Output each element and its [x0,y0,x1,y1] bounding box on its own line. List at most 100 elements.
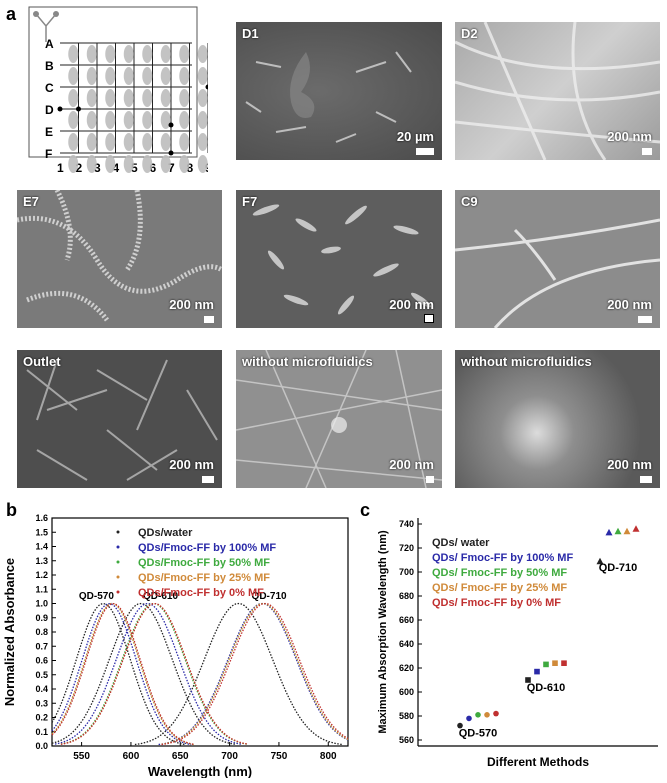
data-point [475,712,481,718]
sem-label: Outlet [23,354,61,369]
legend-label: QDs/Fmoc-FF by 25% MF [138,572,270,584]
serpentine-channel [86,155,97,173]
serpentine-channel [68,133,79,151]
data-point [632,525,640,532]
serpentine-channel [160,67,171,85]
spectrum-curve [51,602,195,746]
spectrum-curve [161,602,349,745]
spectrum-curve [161,602,349,745]
sem-texture [26,359,218,481]
series-curves [51,602,349,746]
data-point [614,527,622,535]
scale-bar [204,316,214,323]
serpentine-channel [142,155,153,173]
x-tick-label: 700 [221,751,238,762]
spectrum-curve [54,602,242,745]
y-axis-label: Maximum Absorption Wavelength (nm) [377,530,389,734]
scale-bar-label: 200 nm [169,457,214,472]
serpentine-channel [179,111,190,129]
sem-label: E7 [23,194,39,209]
y-tick-label: 0.8 [35,627,48,637]
y-tick-label: 660 [399,615,414,625]
scale-bar [642,148,652,155]
scale-bar [638,316,652,323]
legend-label: QDs/water [138,527,193,539]
serpentine-channel [123,133,134,151]
y-tick-label: 0.4 [35,684,48,694]
serpentine-channel [123,67,134,85]
sem-image-c9: C9 200 nm [455,190,660,328]
series-curves [51,602,349,746]
data-point [466,715,472,722]
legend-marker [116,575,120,579]
legend-marker [116,560,120,564]
serpentine-channel [160,111,171,129]
serpentine-channel [142,111,153,129]
panel-c-letter: c [360,500,371,520]
x-tick-label: 800 [320,751,337,762]
scale-bar [426,476,434,483]
legend-label: QDs/ water [432,537,490,549]
sem-label: F7 [242,194,258,209]
inlet-port [33,11,39,17]
panel-b-letter: b [6,500,17,520]
sampling-point [57,106,63,112]
sem-texture [455,218,660,328]
x-axis-label: Different Methods [487,755,589,769]
serpentine-channel [86,45,97,63]
data-point [543,661,549,668]
legend-label: QDs/Fmoc-FF by 0% MF [138,587,264,599]
serpentine-channel [86,67,97,85]
legend-label: QDs/ Fmoc-FF by 0% MF [432,597,561,609]
scale-bar-label: 200 nm [389,297,434,312]
y-tick-label: 1.1 [35,584,48,594]
serpentine-channel [197,45,208,63]
legend-label: QDs/ Fmoc-FF by 100% MF [432,552,573,564]
scale-bar-label: 200 nm [169,297,214,312]
row-label: F [45,147,52,161]
scale-bar [640,476,652,483]
peak-annotation: QD-610 [143,591,178,602]
y-tick-label: 640 [399,639,414,649]
serpentine-channel [68,45,79,63]
serpentine-channel [68,155,79,173]
serpentine-channel [142,67,153,85]
y-tick-label: 1.4 [35,542,48,552]
max-absorption-chart: 560 580 600 620 640 660 680 700 720 740 Different … [377,518,658,769]
serpentine-channel [105,45,116,63]
scale-bar-label: 200 nm [607,129,652,144]
y-tick-label: 1.5 [35,527,48,537]
column-label: 8 [187,161,194,174]
row-label: E [45,125,53,139]
sampling-point [76,106,81,112]
sem-image-e7: E7 200 nm [17,190,222,328]
serpentine-channel [86,89,97,107]
sem-label: D2 [461,26,478,41]
row-label: B [45,59,54,73]
group-annotation: QD-610 [527,682,566,694]
sem-image-without-microfluidics-1: without microfluidics 200 nm [236,350,442,488]
data-point [484,712,490,718]
data-point [596,557,604,565]
data-point [605,528,613,536]
scale-bar [202,476,214,483]
legend-marker [116,545,120,549]
column-label: 3 [94,161,101,174]
y-tick-label: 700 [399,567,414,577]
serpentine-channel [68,89,79,107]
serpentine-channel [160,45,171,63]
x-tick-label: 650 [172,751,189,762]
data-point [534,668,540,675]
data-point [525,677,531,683]
y-tick-label: 680 [399,591,414,601]
sem-label: D1 [242,26,259,41]
serpentine-channel [142,133,153,151]
row-label: A [45,37,54,51]
serpentine-channel [179,45,190,63]
microfluidic-chip-diagram: ABCDEF12345678910 [28,6,208,174]
sem-texture [252,204,431,315]
serpentine-channel [179,133,190,151]
y-axis-label: Normalized Absorbance [2,558,17,706]
y-tick-label: 0.3 [35,698,48,708]
legend-label: QDs/Fmoc-FF by 100% MF [138,542,276,554]
